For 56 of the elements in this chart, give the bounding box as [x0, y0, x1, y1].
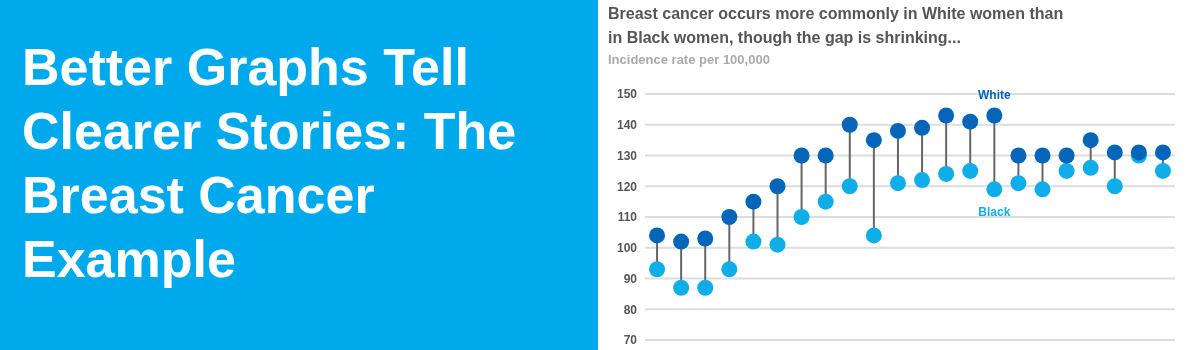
point — [673, 233, 690, 250]
point — [745, 233, 762, 250]
point — [938, 165, 955, 182]
y-tick-label: 110 — [617, 210, 638, 225]
point — [1010, 175, 1027, 192]
point — [889, 175, 906, 192]
point — [962, 162, 979, 179]
y-tick-label: 130 — [616, 148, 638, 163]
point — [793, 147, 810, 164]
point — [769, 178, 786, 195]
point — [817, 193, 834, 210]
point — [962, 113, 979, 130]
point — [769, 236, 786, 253]
point — [1106, 178, 1123, 195]
point — [865, 132, 882, 149]
y-tick-label: 140 — [616, 118, 638, 133]
series-label: White — [977, 88, 1011, 103]
point — [914, 119, 931, 136]
text: Better Graphs Tell Clearer Stories: The Breast Cancer Example — [22, 37, 518, 290]
y-tick-label: 100 — [616, 241, 638, 256]
point — [1034, 181, 1051, 198]
chart-title: Breast cancer occurs more commonly in White women than in Black women, though the gap is shrinking... — [608, 4, 1065, 48]
point — [1058, 162, 1075, 179]
y-tick-label: 150 — [616, 87, 638, 102]
point — [745, 193, 762, 210]
point — [1082, 132, 1099, 149]
point — [673, 279, 690, 296]
point — [938, 107, 955, 124]
point — [649, 261, 666, 278]
point — [1154, 144, 1171, 161]
point — [841, 178, 858, 195]
y-tick-label: 70 — [623, 333, 638, 348]
point — [914, 172, 931, 189]
point — [841, 116, 858, 133]
point — [1106, 144, 1123, 161]
point — [1034, 147, 1051, 164]
point — [986, 107, 1003, 124]
point — [721, 261, 738, 278]
point — [865, 227, 882, 244]
series-label: Black — [978, 204, 1011, 219]
point — [697, 279, 714, 296]
point — [1154, 162, 1171, 179]
point — [721, 209, 738, 225]
y-tick-label: 90 — [623, 271, 638, 286]
y-tick-label: 80 — [623, 302, 638, 317]
point — [889, 122, 906, 139]
point — [817, 147, 834, 164]
point — [1058, 147, 1075, 164]
point — [793, 209, 810, 225]
point — [1010, 147, 1027, 164]
y-tick-label: 120 — [616, 179, 638, 194]
point — [649, 227, 666, 244]
point — [697, 230, 714, 247]
chart-subtitle: Incidence rate per 100,000 — [608, 52, 770, 67]
point — [1082, 159, 1099, 176]
point — [986, 181, 1003, 198]
